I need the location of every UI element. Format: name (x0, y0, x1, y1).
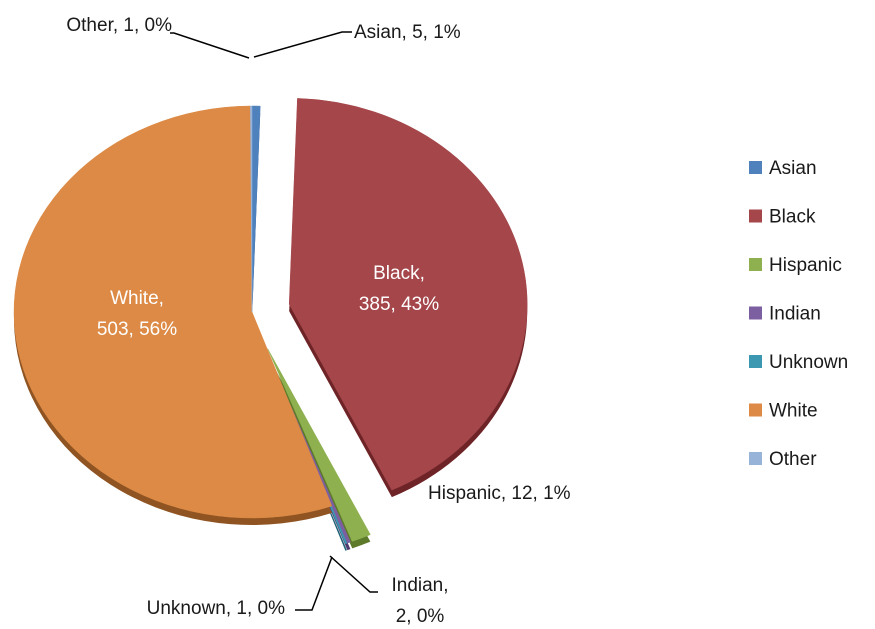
legend-item-indian: Indian (749, 304, 821, 325)
legend-item-hispanic: Hispanic (749, 255, 842, 276)
legend-swatch-indian (749, 306, 762, 320)
data-label-other: Other, 1, 0% (66, 15, 172, 36)
legend-label-indian: Indian (769, 304, 821, 325)
slice-other (250, 105, 253, 313)
legend-item-asian: Asian (749, 158, 817, 179)
legend-label-hispanic: Hispanic (769, 255, 842, 276)
leader-line-indian (329, 555, 378, 593)
legend-swatch-hispanic (749, 258, 762, 271)
leader-line-asian (253, 31, 352, 58)
legend-label-asian: Asian (769, 158, 817, 179)
legend-item-unknown: Unknown (749, 352, 848, 373)
leader-lines (170, 31, 378, 611)
legend-label-white: White (769, 401, 818, 422)
data-label-unknown: Unknown, 1, 0% (147, 598, 285, 619)
legend-swatch-white (749, 403, 762, 417)
legend-label-black: Black (769, 207, 816, 228)
slice-white (13, 105, 333, 519)
leader-line-unknown (295, 556, 333, 611)
legend-swatch-asian (749, 161, 762, 174)
legend-swatch-black (749, 209, 762, 223)
legend-item-black: Black (749, 207, 816, 228)
legend-item-white: White (749, 401, 818, 422)
legend: Asian Black Hispanic Indian Unknown White Othe… (749, 158, 848, 470)
legend-swatch-unknown (749, 355, 762, 368)
legend-label-other: Other (769, 449, 817, 470)
data-label-hispanic: Hispanic, 12, 1% (428, 483, 571, 504)
data-label-indian: Indian, 2, 0% (391, 575, 448, 627)
legend-swatch-other (749, 452, 762, 465)
data-label-white: White, 503, 56% (97, 288, 177, 340)
leader-line-other (170, 32, 250, 59)
slice-hispanic (267, 348, 371, 542)
slice-black (288, 98, 528, 491)
slice-asian (251, 105, 261, 313)
data-label-black: Black, 385, 43% (359, 263, 439, 315)
legend-label-unknown: Unknown (769, 352, 848, 373)
data-label-asian: Asian, 5, 1% (354, 22, 461, 43)
legend-item-other: Other (749, 449, 817, 470)
pie-slices (13, 98, 528, 545)
data-labels: Asian, 5, 1% Black, 385, 43% Hispanic, 12, … (66, 15, 570, 627)
